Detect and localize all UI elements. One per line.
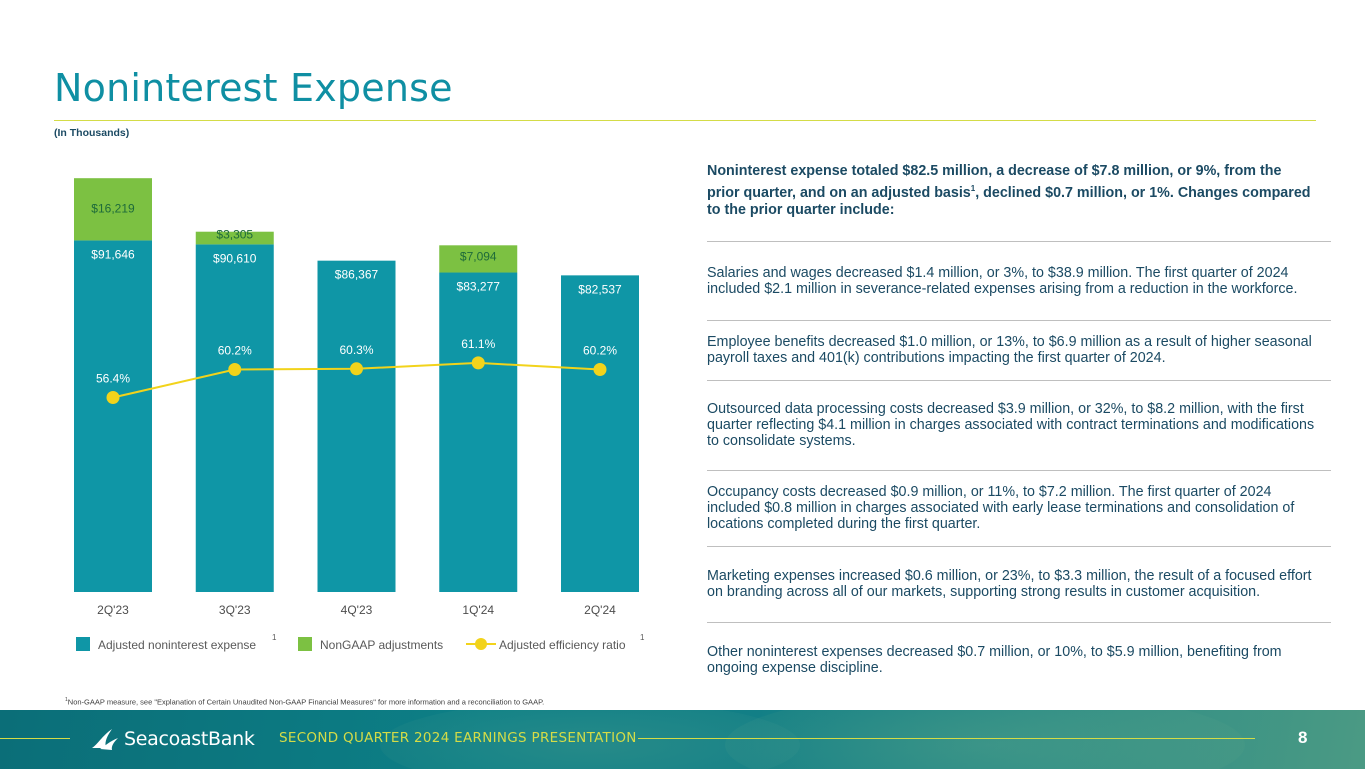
noninterest-expense-chart: $91,646 $16,219 2Q'23 $90,610 $3,305 3Q'23 $86… [74,178,645,652]
commentary-list: Salaries and wages decreased $1.4 millio… [707,240,1331,698]
intro-text-start: Noninterest expense totaled $82.5 millio… [707,163,1282,201]
commentary-item-text: Salaries and wages decreased $1.4 millio… [707,264,1298,297]
commentary-intro: Noninterest expense totaled $82.5 millio… [707,163,1331,219]
legend-label-nongaap-adjustments: NonGAAP adjustments [320,638,443,652]
efficiency-ratio-point [471,356,485,370]
commentary-item-text: Employee benefits decreased $1.0 million… [707,334,1312,367]
legend-label-adjusted-expense: Adjusted noninterest expense [98,638,256,652]
x-axis-tick-label: 2Q'23 [97,603,129,617]
footnote-marker: 1 [65,697,68,703]
bar-nongaap-adjustment [439,245,518,273]
efficiency-ratio-point [593,363,607,377]
commentary-item-occupancy: Occupancy costs decreased $0.9 million, … [707,469,1331,546]
bar-nongaap-adjustment [195,231,274,245]
page-title: Noninterest Expense [54,66,453,110]
legend-superscript: 1 [272,633,277,642]
bar-adjusted-expense [317,260,396,592]
bar-label-nongaap-adjustment: $16,219 [91,201,135,215]
commentary-item-text: Outsourced data processing costs decreas… [707,401,1315,450]
commentary-item-other: Other noninterest expenses decreased $0.… [707,621,1331,698]
page-number: 8 [1298,728,1308,747]
commentary-panel: Noninterest expense totaled $82.5 millio… [707,163,1331,698]
footer-band: SeacoastBank SECOND QUARTER 2024 EARNING… [0,710,1365,769]
commentary-item-marketing: Marketing expenses increased $0.6 millio… [707,545,1331,622]
legend-label-efficiency-ratio: Adjusted efficiency ratio [499,638,626,652]
intro-text-end: , declined $0.7 million, or 1%. Changes … [707,184,1311,218]
bar-adjusted-expense [561,275,639,592]
bar-adjusted-expense [195,244,274,592]
legend-swatch-nongaap-adjustments [298,637,312,651]
efficiency-ratio-label: 56.4% [96,372,130,386]
seacoast-wave-icon [92,729,118,750]
bar-adjusted-expense [439,272,518,592]
efficiency-ratio-label: 61.1% [461,337,495,351]
efficiency-ratio-point [106,391,120,405]
bar-adjusted-expense [74,240,152,592]
commentary-item-text: Marketing expenses increased $0.6 millio… [707,568,1312,601]
footnote: 1Non-GAAP measure, see "Explanation of C… [65,697,544,707]
bar-label-adjusted-expense: $86,367 [335,268,379,282]
footer-texture [380,710,800,769]
bar-label-adjusted-expense: $90,610 [213,251,257,265]
legend-marker-efficiency-ratio [475,638,487,650]
efficiency-ratio-point [350,362,363,376]
commentary-item-text: Occupancy costs decreased $0.9 million, … [707,484,1295,533]
commentary-item-benefits: Employee benefits decreased $1.0 million… [707,319,1331,380]
efficiency-ratio-point [228,363,242,377]
legend-swatch-adjusted-expense [76,637,90,651]
footer-rule-left [0,738,70,739]
x-axis-tick-label: 4Q'23 [341,603,373,617]
bar-label-adjusted-expense: $91,646 [91,247,135,261]
seacoast-logo: SeacoastBank [90,726,255,752]
footnote-text: Non-GAAP measure, see "Explanation of Ce… [67,697,545,707]
presentation-title: SECOND QUARTER 2024 EARNINGS PRESENTATIO… [279,730,637,746]
commentary-item-salaries: Salaries and wages decreased $1.4 millio… [707,240,1331,320]
footer-rule-right [638,738,1255,739]
x-axis-tick-label: 3Q'23 [219,603,251,617]
efficiency-ratio-label: 60.3% [339,343,373,357]
intro-footnote-marker: 1 [970,184,976,193]
x-axis-tick-label: 2Q'24 [584,603,616,617]
commentary-item-data-processing: Outsourced data processing costs decreas… [707,379,1331,470]
bar-label-adjusted-expense: $83,277 [457,280,501,294]
bar-label-nongaap-adjustment: $7,094 [460,249,497,263]
x-axis-tick-label: 1Q'24 [462,603,494,617]
bar-label-adjusted-expense: $82,537 [578,282,622,296]
efficiency-ratio-label: 60.2% [583,344,617,358]
logo-text: SeacoastBank [124,728,255,750]
bar-nongaap-adjustment [74,178,152,241]
legend-superscript: 1 [640,633,645,642]
units-label: (In Thousands) [54,127,130,139]
efficiency-ratio-label: 60.2% [218,344,252,358]
bar-label-nongaap-adjustment: $3,305 [216,228,253,242]
title-divider [54,120,1316,121]
footer-texture [725,710,1245,769]
commentary-item-text: Other noninterest expenses decreased $0.… [707,644,1282,677]
